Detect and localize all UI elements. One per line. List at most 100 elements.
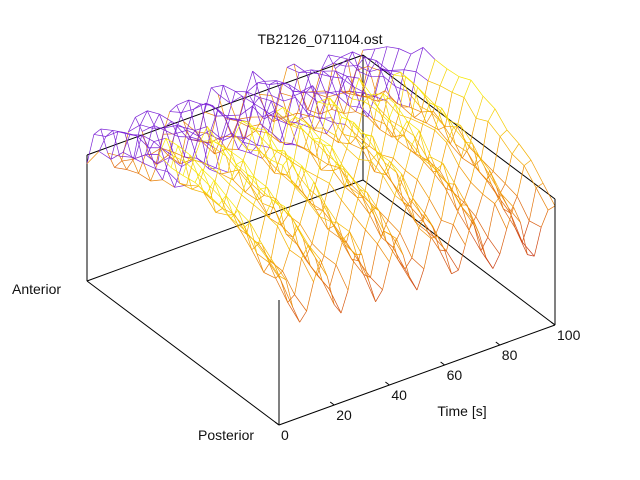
mesh-segment-depth (119, 155, 132, 158)
mesh-segment-time (437, 236, 445, 251)
mesh-segment-depth (314, 129, 327, 135)
mesh-segment-time (458, 244, 466, 271)
mesh-segment-time (415, 219, 423, 223)
mesh-segment-depth (255, 130, 268, 134)
mesh-segment-time (449, 185, 458, 211)
mesh-segment-time (503, 208, 511, 214)
mesh-segment-time (365, 93, 374, 119)
mesh-segment-depth (288, 84, 301, 93)
mesh-segment-depth (215, 167, 229, 173)
mesh-segment-depth (326, 133, 339, 143)
mesh-segment-time (183, 127, 191, 138)
mesh-segment-time (455, 144, 463, 159)
mesh-segment-time (312, 137, 320, 140)
mesh-segment-time (439, 142, 448, 171)
mesh-segment-depth (411, 144, 425, 161)
mesh-segment-time (374, 68, 382, 97)
mesh-segment-time (203, 87, 212, 113)
mesh-segment-depth (239, 169, 253, 185)
mesh-segment-depth (371, 93, 384, 96)
mesh-segment-time (340, 56, 348, 60)
mesh-segment-depth (473, 225, 487, 258)
mesh-segment-depth (372, 136, 385, 163)
mesh-segment-depth (414, 117, 427, 124)
mesh-segment-depth (308, 149, 322, 171)
mesh-segment-time (286, 91, 295, 122)
mesh-segment-time (508, 207, 516, 229)
mesh-segment-time (436, 106, 444, 126)
mesh-segment-depth (477, 153, 490, 171)
mesh-segment-time (391, 114, 400, 138)
mesh-segment-time (272, 92, 281, 122)
mesh-segment-time (408, 71, 417, 108)
mesh-segment-depth (465, 141, 478, 155)
mesh-segment-time (327, 225, 335, 230)
mesh-segment-depth (399, 232, 413, 259)
mesh-segment-depth (293, 162, 306, 171)
mesh-segment-time (471, 218, 480, 234)
mesh-segment-depth (188, 138, 201, 142)
mesh-segment-depth (369, 68, 382, 73)
mesh-segment-depth (353, 122, 366, 136)
mesh-segment-depth (506, 129, 520, 144)
mesh-segment-time (256, 253, 265, 273)
mesh-segment-time (252, 97, 260, 107)
mesh-segment-depth (463, 97, 477, 119)
mesh-segment-depth (330, 145, 344, 167)
mesh-segment-depth (419, 105, 432, 113)
mesh-segment-depth (268, 217, 282, 226)
mesh-segment-depth (299, 69, 312, 73)
mesh-segment-time (260, 136, 268, 160)
x-tick-mark (495, 341, 501, 346)
mesh-segment-time (343, 134, 351, 144)
mesh-segment-depth (399, 132, 413, 145)
mesh-segment-depth (499, 136, 513, 155)
mesh-segment-depth (333, 62, 346, 67)
mesh-segment-depth (410, 47, 424, 55)
mesh-segment-time (260, 187, 268, 190)
mesh-segment-time (424, 94, 432, 113)
mesh-segment-depth (323, 255, 337, 265)
mesh-segment-time (157, 127, 165, 164)
mesh-segment-depth (434, 59, 448, 70)
mesh-segment-time (254, 178, 263, 204)
mesh-segment-time (402, 255, 411, 280)
mesh-segment-time (435, 163, 444, 171)
mesh-segment-time (513, 207, 521, 223)
mesh-segment-time (138, 154, 146, 174)
mesh-segment-time (406, 120, 415, 136)
mesh-segment-time (465, 141, 473, 144)
mesh-segment-time (276, 107, 284, 112)
mesh-segment-time (344, 184, 352, 188)
x-axis-ticks: 0 20 40 60 80 100 (274, 321, 581, 443)
mesh-segment-time (439, 249, 447, 252)
mesh-segment-depth (413, 135, 427, 157)
mesh-segment-time (258, 214, 266, 244)
mesh-segment-time (344, 244, 352, 260)
mesh-segment-time (327, 70, 336, 93)
mesh-segment-time (110, 131, 119, 160)
mesh-segment-time (299, 199, 308, 224)
mesh-segment-depth (395, 86, 408, 92)
mesh-segment-time (244, 184, 253, 193)
mesh-segment-time (389, 238, 397, 262)
mesh-segment-time (427, 231, 435, 238)
mesh-segment-depth (439, 85, 453, 93)
mesh-segment-depth (220, 197, 234, 214)
mesh-segment-depth (181, 108, 194, 113)
mesh-segment-depth (286, 174, 299, 188)
mesh-segment-depth (312, 139, 325, 146)
mesh-segment-depth (282, 270, 295, 295)
mesh-segment-depth (306, 199, 320, 217)
mesh-segment-time (295, 97, 303, 119)
mesh-segment-depth (315, 209, 328, 230)
mesh-segment-depth (335, 264, 349, 291)
mesh-segment-depth (274, 172, 287, 176)
mesh-segment-depth (460, 125, 473, 144)
mesh-segment-time (289, 156, 298, 174)
mesh-segment-depth (114, 167, 127, 170)
mesh-segment-time (277, 119, 286, 145)
mesh-segment-time (360, 107, 369, 118)
mesh-segment-time (528, 187, 537, 221)
mesh-segment-time (357, 57, 365, 66)
